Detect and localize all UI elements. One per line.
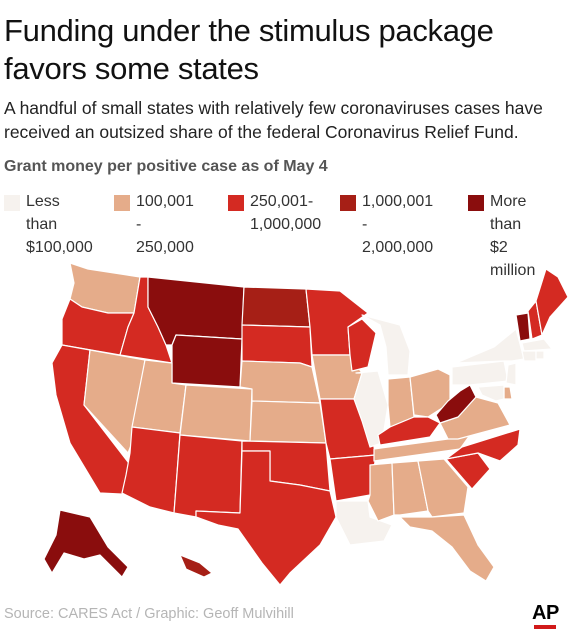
state-HI: [179, 554, 213, 578]
state-TX: [195, 450, 337, 586]
state-NE: [239, 360, 321, 404]
state-VT: [515, 312, 531, 342]
state-MI: [361, 314, 411, 376]
page-subtitle: A handful of small states with relativel…: [4, 98, 543, 142]
state-MS: [367, 462, 395, 522]
state-KY: [377, 416, 441, 446]
source-credit: Source: CARES Act / Graphic: Geoff Mulvi…: [4, 606, 294, 622]
legend-swatch: [468, 195, 484, 211]
state-SD: [241, 324, 313, 368]
state-KS: [249, 400, 327, 444]
state-MD: [477, 384, 505, 402]
state-CT: [521, 350, 537, 362]
legend-swatch: [4, 195, 20, 211]
us-map-svg: [43, 262, 569, 586]
legend-label: 100,001 - 250,000: [136, 193, 194, 256]
legend-title: Grant money per positive case as of May …: [4, 158, 328, 175]
legend-label: 250,001- 1,000,000: [250, 193, 322, 233]
state-TN: [373, 434, 471, 462]
state-NC: [445, 428, 521, 462]
state-FL: [399, 514, 495, 582]
legend-label: Less than $100,000: [26, 193, 93, 256]
state-AK: [43, 509, 129, 578]
state-GA: [417, 458, 469, 518]
page-title: Funding under the stimulus package favor…: [4, 13, 494, 86]
state-MT: [147, 276, 245, 346]
state-ND: [241, 286, 311, 328]
legend-label: More than $2 million: [490, 193, 536, 279]
state-WI: [347, 318, 377, 372]
state-ME: [535, 268, 569, 336]
state-NM: [173, 434, 243, 518]
state-DE: [503, 386, 513, 400]
ap-logo: AP: [532, 602, 559, 624]
legend-swatch: [340, 195, 356, 211]
state-LA: [335, 500, 393, 546]
state-PA: [451, 360, 509, 386]
state-NJ: [505, 362, 517, 386]
legend-label: 1,000,001 - 2,000,000: [362, 193, 434, 256]
state-WV: [435, 384, 477, 424]
legend-swatch: [228, 195, 244, 211]
legend: Less than $100,000 100,001 - 250,000 250…: [4, 190, 566, 279]
state-WY: [171, 334, 243, 388]
state-RI: [535, 350, 545, 360]
state-AL: [391, 460, 429, 516]
state-CO: [179, 384, 253, 442]
ap-logo-bar: [534, 625, 556, 629]
state-AZ: [121, 426, 181, 514]
legend-swatch: [114, 195, 130, 211]
us-map: [0, 255, 570, 600]
state-IL: [353, 370, 389, 448]
state-AR: [329, 454, 377, 502]
state-NY: [455, 328, 525, 364]
state-MA: [521, 338, 553, 352]
